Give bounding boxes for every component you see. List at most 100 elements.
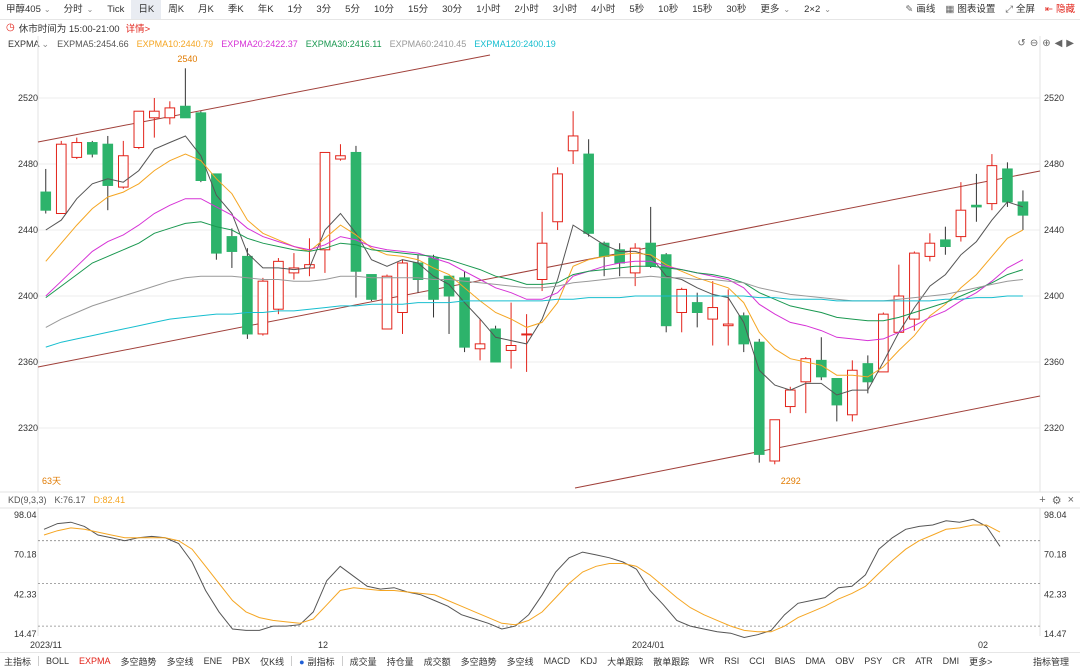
draw-line-button[interactable]: ✎ 画线 (900, 0, 940, 19)
candle (257, 277, 269, 336)
period-tab-0[interactable]: 分时 ⌄ (57, 0, 101, 19)
period-tab-10[interactable]: 10分 (367, 0, 401, 19)
indicator-item-3[interactable]: 多空趋势 (120, 656, 157, 667)
period-tab-14[interactable]: 2小时 (507, 0, 545, 19)
undo-icon[interactable]: ↺ (1017, 38, 1026, 49)
kd-indicator-name[interactable]: KD(9,3,3) (8, 495, 47, 505)
close-icon[interactable]: × (1067, 494, 1074, 506)
period-tab-label: 5秒 (629, 4, 645, 15)
indicator-item-6[interactable]: PBX (232, 656, 251, 666)
x-axis-label: 2023/11 (30, 640, 62, 650)
period-tab-13[interactable]: 1小时 (469, 0, 507, 19)
period-tab-label: 更多 (760, 4, 780, 15)
candle (629, 243, 641, 287)
indicator-item-11[interactable]: 成交额 (423, 656, 451, 667)
indicator-manage-button[interactable]: 指标管理 (1032, 656, 1069, 667)
scroll-left-icon[interactable]: ◀ (1054, 38, 1063, 49)
indicator-item-16[interactable]: 大单跟踪 (607, 656, 644, 667)
period-tab-label: 4小时 (591, 4, 616, 15)
hide-button[interactable]: ⇤ 隐藏 (1040, 0, 1080, 19)
chevron-down-icon[interactable]: ⌄ (41, 39, 50, 49)
period-tab-19[interactable]: 15秒 (685, 0, 719, 19)
period-tab-7[interactable]: 1分 (281, 0, 310, 19)
indicator-item-22[interactable]: DMA (805, 656, 826, 666)
indicator-item-15[interactable]: KDJ (580, 656, 598, 666)
indicator-item-24[interactable]: PSY (864, 656, 883, 666)
candle-body (133, 110, 145, 148)
candle (971, 173, 982, 222)
indicator-item-8[interactable]: ● 副指标 (294, 655, 339, 668)
period-tab-4[interactable]: 月K (191, 0, 221, 19)
candle-body (381, 275, 393, 330)
period-tab-label: 5分 (345, 4, 360, 15)
candle (40, 168, 52, 214)
settings-icon[interactable]: ⚙ (1051, 495, 1062, 507)
chevron-down-icon: ⌄ (783, 5, 791, 14)
candle (536, 211, 548, 292)
period-tab-21[interactable]: 更多 ⌄ (753, 0, 797, 19)
indicator-item-9[interactable]: 成交量 (349, 656, 377, 667)
indicator-item-26[interactable]: ATR (915, 656, 933, 666)
indicator-item-7[interactable]: 仅K线 (260, 656, 285, 667)
chart-settings-label: 图表设置 (957, 4, 996, 15)
period-tab-20[interactable]: 30秒 (719, 0, 753, 19)
candle-body (521, 333, 532, 336)
scroll-right-icon[interactable]: ▶ (1066, 38, 1074, 49)
period-tab-3[interactable]: 周K (161, 0, 191, 19)
period-tab-9[interactable]: 5分 (338, 0, 367, 19)
candle-body (350, 151, 362, 272)
period-tab-1[interactable]: Tick (100, 0, 131, 19)
add-icon[interactable]: + (1039, 494, 1046, 506)
indicator-item-23[interactable]: OBV (835, 656, 855, 666)
indicator-item-20[interactable]: CCI (749, 656, 765, 666)
period-tab-5[interactable]: 季K (221, 0, 251, 19)
indicator-item-21[interactable]: BIAS (774, 656, 796, 666)
zoom-in-icon[interactable]: ⊕ (1042, 38, 1051, 49)
symbol-selector[interactable]: 甲醇405 ⌄ (0, 0, 57, 19)
legend-indicator-name[interactable]: EXPMA (8, 39, 40, 49)
settings-icon: ▦ (945, 4, 955, 15)
period-tab-18[interactable]: 10秒 (651, 0, 685, 19)
indicator-item-18[interactable]: WR (699, 656, 715, 666)
indicator-item-25[interactable]: CR (892, 656, 906, 666)
period-tab-6[interactable]: 年K (251, 0, 281, 19)
candle (940, 226, 951, 255)
indicator-item-19[interactable]: RSI (724, 656, 740, 666)
indicator-item-14[interactable]: MACD (543, 656, 571, 666)
details-link[interactable]: 详情> (125, 23, 151, 35)
period-tab-8[interactable]: 3分 (309, 0, 338, 19)
candle-body (847, 369, 858, 416)
candle (862, 355, 874, 394)
candle (149, 98, 160, 138)
period-tab-11[interactable]: 15分 (401, 0, 435, 19)
period-tab-label: 15秒 (692, 4, 713, 15)
period-tab-12[interactable]: 30分 (435, 0, 469, 19)
candle (815, 337, 827, 381)
fullscreen-button[interactable]: ⤢ 全屏 (1000, 0, 1040, 19)
indicator-item-0[interactable]: 主指标 (4, 656, 32, 667)
indicator-item-13[interactable]: 多空线 (506, 656, 534, 667)
candle (645, 206, 656, 268)
price-tick-left: 2440 (18, 225, 38, 235)
zoom-out-icon[interactable]: ⊖ (1029, 38, 1039, 49)
period-tab-16[interactable]: 4小时 (584, 0, 622, 19)
indicator-item-12[interactable]: 多空趋势 (460, 656, 497, 667)
indicator-item-2[interactable]: EXPMA (79, 656, 111, 666)
period-tab-label: 2×2 (804, 4, 821, 15)
indicator-item-17[interactable]: 散单跟踪 (653, 656, 690, 667)
indicator-item-4[interactable]: 多空线 (166, 656, 194, 667)
indicator-item-5[interactable]: ENE (203, 656, 223, 666)
kline-chart[interactable]: 2520 2520 2480 2480 2440 2440 2400 2400 2360 2360… (0, 36, 1080, 652)
chart-settings-button[interactable]: ▦ 图表设置 (940, 0, 1000, 19)
period-tab-17[interactable]: 5秒 (622, 0, 651, 19)
period-tab-22[interactable]: 2×2 ⌄ (797, 0, 838, 19)
indicator-label: 副指标 (307, 656, 335, 667)
indicator-item-28[interactable]: 更多> (969, 656, 993, 667)
period-tab-label: 30秒 (726, 4, 747, 15)
indicator-item-1[interactable]: BOLL (46, 656, 70, 666)
indicator-item-27[interactable]: DMI (942, 656, 960, 666)
indicator-item-10[interactable]: 持仓量 (386, 656, 414, 667)
period-tab-label: Tick (107, 4, 125, 15)
period-tab-15[interactable]: 3小时 (546, 0, 584, 19)
period-tab-2[interactable]: 日K (131, 0, 162, 19)
